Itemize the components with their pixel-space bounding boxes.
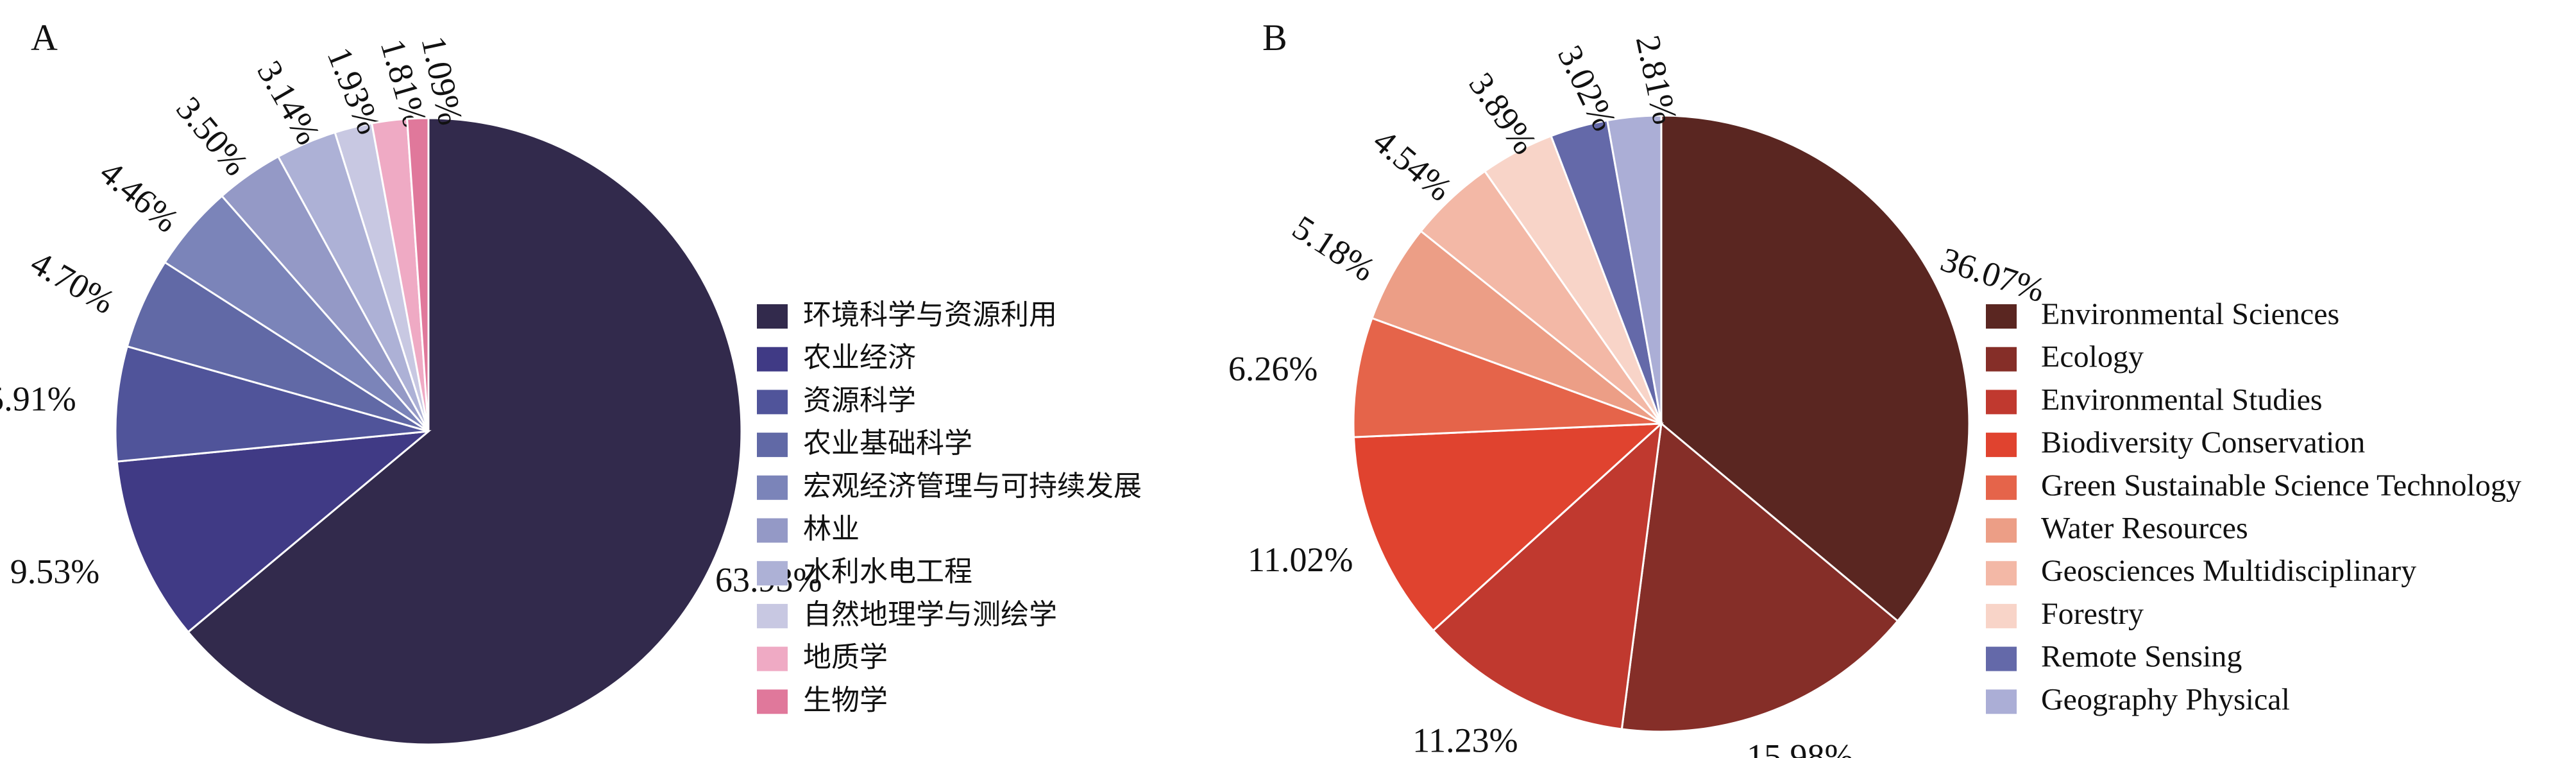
legend-swatch bbox=[757, 646, 788, 671]
legend-label: Water Resources bbox=[2041, 512, 2248, 546]
legend-label: 资源科学 bbox=[803, 384, 916, 417]
panel-a-letter: A bbox=[31, 17, 58, 58]
legend-swatch bbox=[1986, 689, 2017, 714]
pie-percent-label: 9.53% bbox=[10, 552, 99, 590]
legend-swatch bbox=[757, 518, 788, 543]
pie-slice bbox=[1432, 421, 1663, 730]
panel-b-letter: B bbox=[1262, 17, 1287, 58]
pie-percent-label: 4.46% bbox=[93, 153, 186, 240]
legend-label: 水利水电工程 bbox=[803, 555, 972, 588]
legend-label: Forestry bbox=[2041, 597, 2144, 631]
legend-swatch bbox=[757, 347, 788, 372]
legend-label: Environmental Studies bbox=[2041, 383, 2323, 417]
pie-slice bbox=[1606, 114, 1663, 424]
legend-swatch bbox=[757, 433, 788, 458]
legend-label: Ecology bbox=[2041, 340, 2144, 374]
legend-swatch bbox=[757, 304, 788, 329]
legend-swatch bbox=[1986, 518, 2017, 543]
pie-slice bbox=[115, 430, 432, 633]
pie-chart-a: 63.93%9.53%5.91%4.70%4.46%3.50%3.14%1.93… bbox=[0, 33, 822, 746]
legend-label: 林业 bbox=[803, 513, 860, 546]
pie-percent-label: 4.54% bbox=[1366, 121, 1459, 209]
pie-slice bbox=[187, 117, 743, 746]
pie-percent-label: 36.07% bbox=[1936, 240, 2049, 310]
legend-label: Environmental Sciences bbox=[2041, 297, 2339, 331]
pie-chart-b: 36.07% 15.98% 11.23% 11.02% 6.26% 5.18%4.54%3… bbox=[1228, 32, 2049, 758]
pie-percent-label: 5.91% bbox=[0, 379, 76, 418]
legend-swatch bbox=[757, 603, 788, 628]
legend-swatch bbox=[757, 475, 788, 500]
legend-swatch bbox=[1986, 433, 2017, 458]
pie-percent-label: 4.70% bbox=[24, 243, 121, 322]
legend-label: 生物学 bbox=[803, 684, 888, 716]
legend-swatch bbox=[757, 689, 788, 714]
legend-label: 地质学 bbox=[803, 641, 888, 674]
pie-slice bbox=[114, 345, 429, 463]
legend-swatch bbox=[1986, 475, 2017, 500]
pie-percent-label: 3.89% bbox=[1461, 65, 1544, 161]
legend-swatch bbox=[1986, 561, 2017, 586]
legend-label: Green Sustainable Science Technology bbox=[2041, 469, 2521, 503]
pie-slice bbox=[1352, 422, 1665, 632]
legend-label: 农业基础科学 bbox=[803, 427, 972, 460]
pie-slice bbox=[1660, 114, 1970, 623]
legend-swatch bbox=[1986, 646, 2017, 671]
legend-swatch bbox=[757, 561, 788, 586]
legend-swatch bbox=[1986, 390, 2017, 415]
pie-percent-label: 11.02% bbox=[1248, 540, 1353, 579]
legend-label: 宏观经济管理与可持续发展 bbox=[803, 470, 1142, 503]
legend-label: Geography Physical bbox=[2041, 682, 2290, 716]
pie-percent-label: 5.18% bbox=[1286, 208, 1382, 289]
pie-slice bbox=[1371, 230, 1662, 425]
legend-label: 自然地理学与测绘学 bbox=[803, 598, 1057, 631]
pie-percent-label: 6.26% bbox=[1228, 350, 1318, 388]
legend-label: Geosciences Multidisciplinary bbox=[2041, 554, 2416, 588]
legend-b: Environmental Sciences Ecology Environment… bbox=[1986, 297, 2521, 716]
pie-slice bbox=[1352, 316, 1662, 438]
legend-a: 环境科学与资源利用农业经济资源科学农业基础科学宏观经济管理与可持续发展林业水利水… bbox=[757, 298, 1142, 716]
legend-label: Remote Sensing bbox=[2041, 640, 2242, 674]
legend-swatch bbox=[1986, 603, 2017, 628]
pie-slice bbox=[406, 117, 430, 432]
legend-swatch bbox=[1986, 304, 2017, 329]
legend-swatch bbox=[1986, 347, 2017, 372]
pie-percent-label: 3.14% bbox=[250, 54, 328, 151]
pie-slice bbox=[1620, 422, 1899, 733]
pie-percent-label: 2.81% bbox=[1629, 32, 1685, 128]
legend-label: Biodiversity Conservation bbox=[2041, 426, 2365, 460]
legend-label: 环境科学与资源利用 bbox=[803, 298, 1057, 331]
pie-percent-label: 11.23% bbox=[1412, 721, 1518, 758]
legend-label: 农业经济 bbox=[803, 341, 916, 374]
pie-percent-label: 3.50% bbox=[169, 89, 256, 182]
legend-swatch bbox=[757, 390, 788, 415]
pie-percent-label: 15.98% bbox=[1747, 737, 1853, 758]
